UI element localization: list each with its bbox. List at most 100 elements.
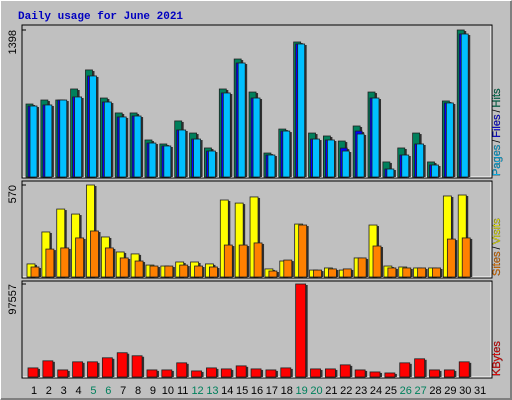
x-tick-label: 29: [444, 385, 456, 397]
bar: [194, 265, 203, 278]
bar: [250, 368, 262, 378]
y-tick-label: 570: [7, 185, 19, 203]
bar: [238, 244, 248, 278]
bar: [342, 268, 352, 278]
x-tick-label: 16: [251, 385, 263, 397]
bar: [417, 267, 427, 278]
bar: [402, 267, 412, 278]
bar: [327, 268, 337, 278]
legend-entry: Sites: [491, 251, 503, 276]
x-tick-label: 3: [61, 385, 67, 397]
bar: [387, 267, 397, 278]
bar: [341, 150, 350, 178]
bar: [148, 142, 157, 178]
bar: [384, 372, 396, 378]
bar: [104, 247, 114, 278]
bar: [208, 150, 216, 178]
bar: [103, 101, 112, 178]
chart-title: Daily usage for June 2021: [18, 11, 183, 23]
bar: [191, 370, 202, 378]
bar: [223, 244, 233, 278]
bar: [116, 352, 128, 378]
y-tick-label: 97557: [7, 284, 19, 315]
x-tick-label: 12: [191, 385, 203, 397]
bar: [386, 168, 395, 178]
bar: [357, 257, 367, 278]
legend-separator: /: [491, 246, 503, 250]
bar: [310, 368, 321, 378]
bar: [460, 33, 469, 178]
bar: [59, 99, 68, 178]
bar: [220, 368, 232, 378]
bar: [235, 365, 247, 378]
bar: [57, 369, 69, 378]
legend-entry: KBytes: [491, 341, 503, 376]
legend-entry: Visits: [491, 218, 503, 245]
bar: [372, 245, 382, 278]
bar: [45, 248, 55, 278]
x-tick-label: 19: [296, 385, 308, 397]
bar: [282, 130, 291, 178]
x-tick-label: 24: [370, 385, 382, 397]
bar: [280, 367, 292, 378]
x-tick-label: 28: [429, 385, 441, 397]
legend-separator: /: [491, 109, 503, 113]
legend-entry: Pages: [491, 144, 503, 176]
bar: [75, 237, 85, 278]
x-tick-label: 20: [310, 385, 322, 397]
x-tick-label: 31: [474, 385, 486, 397]
bar: [283, 259, 293, 278]
x-tick-label: 13: [206, 385, 218, 397]
bar: [74, 96, 83, 178]
x-tick-label: 23: [355, 385, 367, 397]
bar: [237, 62, 246, 178]
bar: [312, 138, 320, 178]
bar: [253, 242, 263, 278]
legend-entry: Files: [491, 114, 503, 138]
bar: [101, 357, 113, 378]
bar: [252, 97, 261, 178]
legend: Sites/Visits: [491, 218, 503, 276]
bar: [371, 97, 380, 178]
bar: [414, 358, 426, 378]
bar: [445, 102, 454, 178]
bar: [295, 283, 307, 378]
bar: [90, 230, 99, 278]
x-tick-label: 15: [236, 385, 248, 397]
bar: [119, 257, 129, 278]
bar: [369, 371, 381, 378]
x-tick-label: 22: [340, 385, 352, 397]
x-tick-label: 27: [414, 385, 426, 397]
bar: [313, 269, 322, 278]
bar: [267, 154, 276, 178]
bar: [222, 92, 231, 178]
x-tick-label: 6: [105, 385, 111, 397]
x-tick-label: 25: [385, 385, 397, 397]
legend-separator: /: [491, 139, 503, 143]
bar: [461, 237, 471, 278]
bar: [87, 361, 98, 378]
x-tick-label: 8: [135, 385, 141, 397]
bar: [206, 367, 217, 378]
bar: [326, 139, 335, 178]
x-tick-label: 30: [459, 385, 471, 397]
bar: [131, 355, 143, 378]
bar: [178, 129, 187, 178]
bar: [176, 362, 188, 378]
bar: [42, 360, 54, 378]
bar: [27, 367, 39, 378]
bar: [446, 238, 456, 278]
x-tick-label: 11: [177, 385, 188, 397]
bar: [209, 266, 218, 278]
bar: [339, 364, 351, 378]
legend: Pages/Files/Hits: [491, 88, 503, 176]
bar: [146, 369, 158, 378]
bar: [268, 270, 278, 278]
bar: [354, 369, 366, 378]
bar: [133, 115, 142, 178]
bar: [429, 369, 440, 378]
bar: [443, 369, 455, 378]
bar: [72, 361, 84, 378]
x-tick-label: 7: [120, 385, 126, 397]
